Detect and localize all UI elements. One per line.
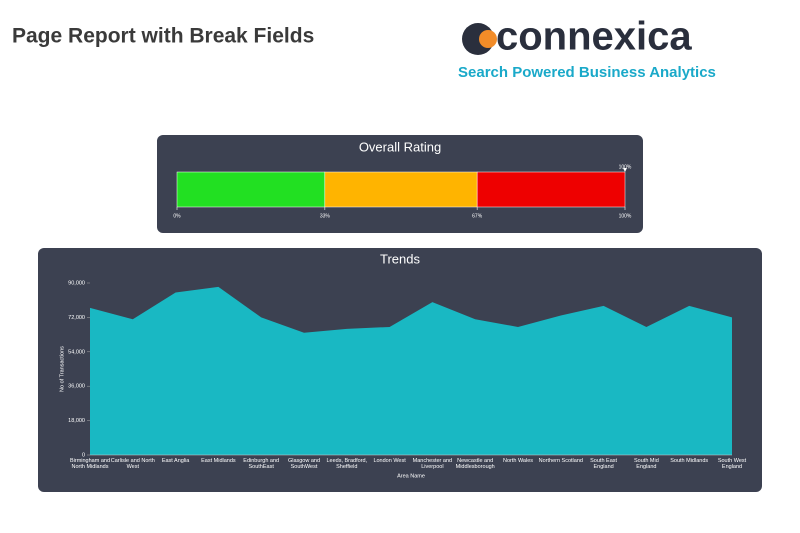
x-tick-label: 100%	[619, 213, 632, 219]
x-tick-label: Edinburgh and SouthEast	[243, 458, 280, 470]
x-tick-label: Manchester and Liverpool	[412, 458, 453, 470]
y-tick-label: 54,000	[68, 349, 85, 355]
x-tick-label: East Midlands	[201, 458, 236, 464]
gauge-band	[176, 171, 326, 208]
area	[90, 286, 732, 455]
y-tick-label: 90,000	[68, 280, 85, 286]
gauge-band	[476, 171, 626, 208]
x-tick-label: 67%	[472, 213, 483, 219]
x-tick-label: South Mid England	[634, 458, 659, 470]
x-tick-label: London West	[373, 458, 406, 464]
page-title: Page Report with Break Fields	[12, 25, 314, 48]
chart-title: Trends	[380, 251, 420, 266]
y-tick-label: 18,000	[68, 418, 85, 424]
x-tick-label: Northern Scotland	[538, 458, 583, 464]
x-tick-label: 0%	[173, 213, 181, 219]
x-tick-label: Birmingham and North Midlands	[69, 458, 111, 470]
x-tick-label: Glasgow and SouthWest	[287, 458, 321, 470]
x-tick-label: Carlisle and North West	[110, 458, 155, 470]
y-tick-label: 72,000	[68, 315, 85, 321]
x-tick-label: South Midlands	[670, 458, 709, 464]
x-tick-label: Newcastle and Middlesborough	[455, 458, 495, 470]
gauge-pointer	[623, 168, 627, 172]
x-tick-label: South West England	[717, 458, 747, 470]
logo-tagline: Search Powered Business Analytics	[458, 64, 716, 81]
x-tick-label: 33%	[320, 213, 331, 219]
x-tick-label: North Wales	[502, 458, 534, 464]
value-label: 100%	[619, 164, 632, 170]
x-tick-label: East Anglia	[161, 458, 190, 464]
x-tick-label: Leeds, Bradford, Sheffield	[326, 458, 368, 470]
x-axis-label: Area Name	[397, 473, 425, 479]
logo-dot	[479, 30, 497, 48]
y-tick-label: 36,000	[68, 384, 85, 390]
x-tick-label: South East England	[590, 458, 618, 470]
gauge-band	[324, 171, 478, 208]
y-tick-label: 0	[82, 452, 85, 458]
chart-title: Overall Rating	[359, 139, 441, 154]
y-axis-label: No of Transactions	[59, 346, 65, 392]
logo-name: connexica	[496, 15, 692, 59]
